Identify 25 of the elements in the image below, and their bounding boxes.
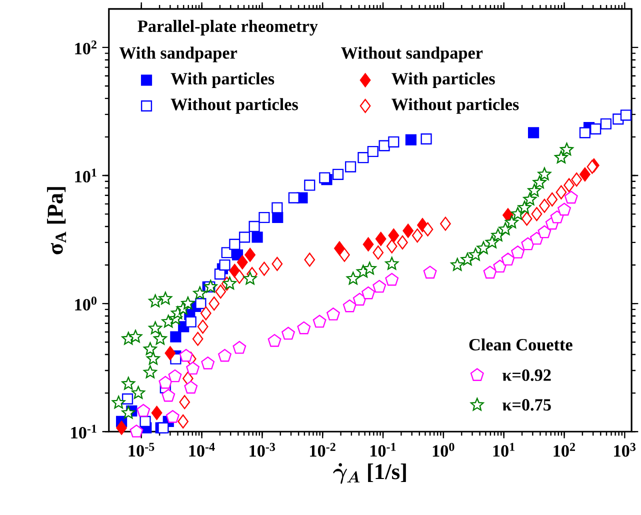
annotation: Clean Couette	[469, 338, 572, 351]
y-tick-label: 10$^{0}$	[75, 296, 97, 311]
y-tick-label: 10$^{1}$	[75, 168, 96, 183]
legend-label: κ=0.92	[502, 369, 551, 382]
x-tick-label: 10$^{-3}$	[250, 442, 276, 457]
x-tick-label: 10$^{-5}$	[128, 442, 154, 457]
x-tick-label: 10$^{-4}$	[189, 442, 215, 457]
legend-label: Without particles	[170, 98, 298, 114]
legend-label: With particles	[392, 72, 495, 88]
y-tick-label: 10$^{-1}$	[71, 424, 96, 439]
annotation: Without sandpaper	[341, 46, 483, 62]
y-tick-label: 10$^{2}$	[75, 40, 96, 54]
x-tick-label: 10$^{3}$	[614, 442, 636, 457]
legend-label: With particles	[170, 72, 274, 88]
x-tick-label: 10$^{2}$	[554, 442, 575, 457]
annotation: With sandpaper	[119, 46, 238, 62]
x-tick-label: 10$^{-2}$	[310, 442, 336, 457]
legend-label: κ=0.75	[502, 399, 551, 411]
legend-title: Parallel-plate rheometry	[138, 20, 318, 36]
x-tick-label: 10$^{-1}$	[370, 442, 396, 457]
x-tick-label: 10$^{0}$	[432, 442, 454, 457]
x-axis-title: $\boldsymbol{\dot{\gamma}_A}\ \text{[1/s]}$	[333, 463, 406, 484]
y-axis-title: σ$_{A}$ [Pa]	[47, 187, 66, 254]
legend-label: Without particles	[392, 98, 519, 114]
x-tick-label: 10$^{1}$	[493, 442, 514, 457]
